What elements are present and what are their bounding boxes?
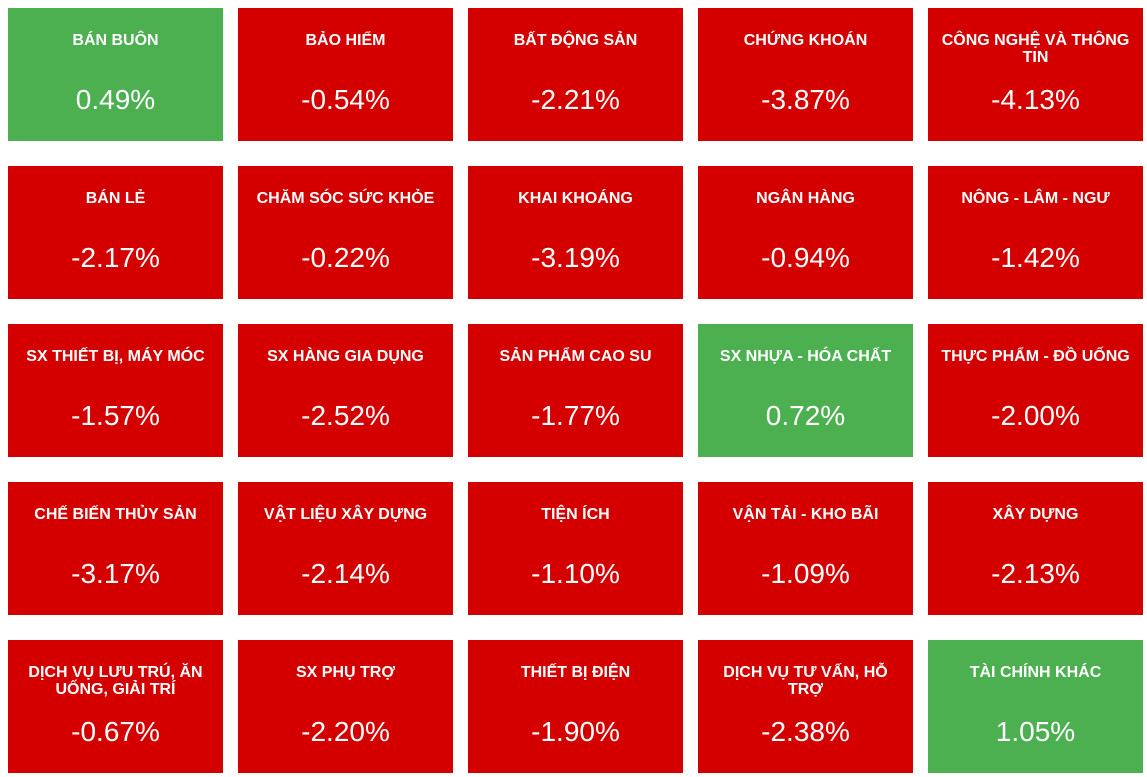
sector-name: SẢN PHẨM CAO SU [499, 348, 652, 365]
sector-tile: DỊCH VỤ LƯU TRÚ, ĂN UỐNG, GIẢI TRÍ -0.67% [8, 640, 223, 773]
sector-change: -3.19% [531, 242, 620, 273]
sector-tile: BÁN LẺ -2.17% [8, 166, 223, 299]
sector-change: -2.13% [991, 558, 1080, 589]
sector-tile: SX PHỤ TRỢ -2.20% [238, 640, 453, 773]
sector-change: -2.21% [531, 84, 620, 115]
sector-change: -3.17% [71, 558, 160, 589]
sector-change: -2.20% [301, 716, 390, 747]
sector-tile: BẢO HIỂM -0.54% [238, 8, 453, 141]
sector-name: DỊCH VỤ TƯ VẤN, HỖ TRỢ [723, 664, 888, 698]
sector-name: BÁN BUÔN [72, 32, 159, 49]
sector-tile: NGÂN HÀNG -0.94% [698, 166, 913, 299]
sector-tile: THỰC PHẨM - ĐỒ UỐNG -2.00% [928, 324, 1143, 457]
sector-change: -1.57% [71, 400, 160, 431]
sector-change: -0.94% [761, 242, 850, 273]
sector-name: NÔNG - LÂM - NGƯ [961, 190, 1110, 207]
sector-change: 0.49% [75, 84, 156, 115]
sector-change: -1.42% [991, 242, 1080, 273]
sector-tile: SX NHỰA - HÓA CHẤT 0.72% [698, 324, 913, 457]
sector-change: -1.10% [531, 558, 620, 589]
sector-name: DỊCH VỤ LƯU TRÚ, ĂN UỐNG, GIẢI TRÍ [28, 664, 203, 698]
sector-change: 0.72% [765, 400, 846, 431]
sector-change: -0.54% [301, 84, 390, 115]
sector-tile: VẬN TẢI - KHO BÃI -1.09% [698, 482, 913, 615]
sector-name: BẤT ĐỘNG SẢN [513, 32, 638, 49]
sector-name: SX HÀNG GIA DỤNG [267, 348, 424, 365]
sector-name: TIỆN ÍCH [541, 506, 610, 523]
sector-name: BÁN LẺ [85, 190, 146, 207]
sector-tile: DỊCH VỤ TƯ VẤN, HỖ TRỢ -2.38% [698, 640, 913, 773]
sector-name: SX THIẾT BỊ, MÁY MÓC [26, 348, 205, 365]
sector-name: VẬN TẢI - KHO BÃI [732, 506, 879, 523]
sector-tile: TÀI CHÍNH KHÁC 1.05% [928, 640, 1143, 773]
sector-name: CÔNG NGHỆ VÀ THÔNG TIN [941, 32, 1130, 66]
sector-tile: SX THIẾT BỊ, MÁY MÓC -1.57% [8, 324, 223, 457]
sector-change: -2.17% [71, 242, 160, 273]
sector-name: SX NHỰA - HÓA CHẤT [719, 348, 892, 365]
sector-change: -4.13% [991, 84, 1080, 115]
sector-tile: THIẾT BỊ ĐIỆN -1.90% [468, 640, 683, 773]
sector-tile: BẤT ĐỘNG SẢN -2.21% [468, 8, 683, 141]
sector-change: -1.09% [761, 558, 850, 589]
sector-change: -2.52% [301, 400, 390, 431]
sector-name: NGÂN HÀNG [756, 190, 855, 207]
sector-name: THIẾT BỊ ĐIỆN [520, 664, 631, 681]
sector-change: -2.14% [301, 558, 390, 589]
sector-change: -2.38% [761, 716, 850, 747]
sector-change: -3.87% [761, 84, 850, 115]
sector-change: -1.77% [531, 400, 620, 431]
sector-tile: CÔNG NGHỆ VÀ THÔNG TIN -4.13% [928, 8, 1143, 141]
sector-tile: NÔNG - LÂM - NGƯ -1.42% [928, 166, 1143, 299]
sector-name: TÀI CHÍNH KHÁC [969, 664, 1102, 681]
sector-tile: TIỆN ÍCH -1.10% [468, 482, 683, 615]
sector-tile: CHĂM SÓC SỨC KHỎE -0.22% [238, 166, 453, 299]
sector-name: BẢO HIỂM [305, 32, 386, 49]
sector-tile: CHỨNG KHOÁN -3.87% [698, 8, 913, 141]
sector-change: -2.00% [991, 400, 1080, 431]
sector-change: -1.90% [531, 716, 620, 747]
sector-tile: SẢN PHẨM CAO SU -1.77% [468, 324, 683, 457]
sector-name: CHỨNG KHOÁN [743, 32, 868, 49]
sector-tile: KHAI KHOÁNG -3.19% [468, 166, 683, 299]
sector-tile: VẬT LIỆU XÂY DỰNG -2.14% [238, 482, 453, 615]
sector-tile: SX HÀNG GIA DỤNG -2.52% [238, 324, 453, 457]
sector-name: SX PHỤ TRỢ [296, 664, 395, 681]
sector-name: CHĂM SÓC SỨC KHỎE [256, 190, 435, 207]
sector-name: VẬT LIỆU XÂY DỰNG [263, 506, 428, 523]
sector-change: 1.05% [995, 716, 1076, 747]
sector-tile: XÂY DỰNG -2.13% [928, 482, 1143, 615]
sector-name: THỰC PHẨM - ĐỒ UỐNG [941, 348, 1130, 365]
sector-name: XÂY DỰNG [992, 506, 1079, 523]
sector-tile: CHẾ BIẾN THỦY SẢN -3.17% [8, 482, 223, 615]
sector-change: -0.67% [71, 716, 160, 747]
sector-name: KHAI KHOÁNG [518, 190, 633, 207]
sector-tile: BÁN BUÔN 0.49% [8, 8, 223, 141]
sector-name: CHẾ BIẾN THỦY SẢN [34, 506, 197, 523]
sector-change: -0.22% [301, 242, 390, 273]
